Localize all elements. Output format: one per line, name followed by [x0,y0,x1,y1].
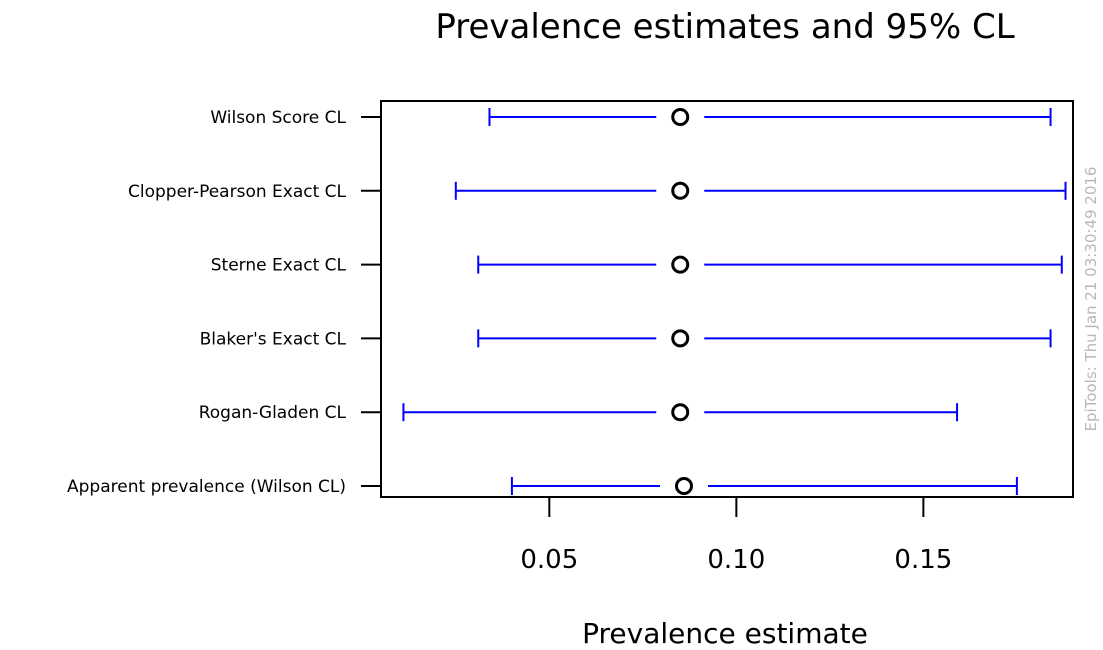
x-tick-label: 0.15 [894,545,952,575]
category-label: Clopper-Pearson Exact CL [128,182,347,202]
point-estimate [671,181,690,200]
data-rows: Wilson Score CL Clopper-Pearson Exact CL S… [67,108,1067,497]
point-estimate [671,108,690,126]
category-label: Sterne Exact CL [211,256,347,276]
epitools-timestamp: EpiTools: Thu Jan 21 03:30:49 2016 [1082,167,1100,432]
category-label: Wilson Score CL [210,108,346,128]
plot-frame [380,100,1074,498]
x-tick-label: 0.10 [707,545,765,575]
point-estimate [671,255,690,274]
chart-title: Prevalence estimates and 95% CL [435,7,1014,47]
row-2: Sterne Exact CL [211,255,1063,276]
category-label: Rogan-Gladen CL [199,403,347,423]
category-label: Apparent prevalence (Wilson CL) [67,477,346,497]
x-tick-label: 0.05 [520,545,578,575]
row-0: Wilson Score CL [210,108,1052,128]
point-estimate [671,403,690,422]
row-1: Clopper-Pearson Exact CL [128,181,1067,202]
x-axis-title: Prevalence estimate [582,617,868,650]
point-estimate [671,329,690,348]
row-5: Apparent prevalence (Wilson CL) [67,477,1018,497]
row-4: Rogan-Gladen CL [199,403,959,423]
x-axis: 0.05 0.10 0.15 [520,497,952,575]
point-estimate [674,477,693,495]
row-3: Blaker's Exact CL [200,329,1052,349]
category-label: Blaker's Exact CL [200,329,347,349]
